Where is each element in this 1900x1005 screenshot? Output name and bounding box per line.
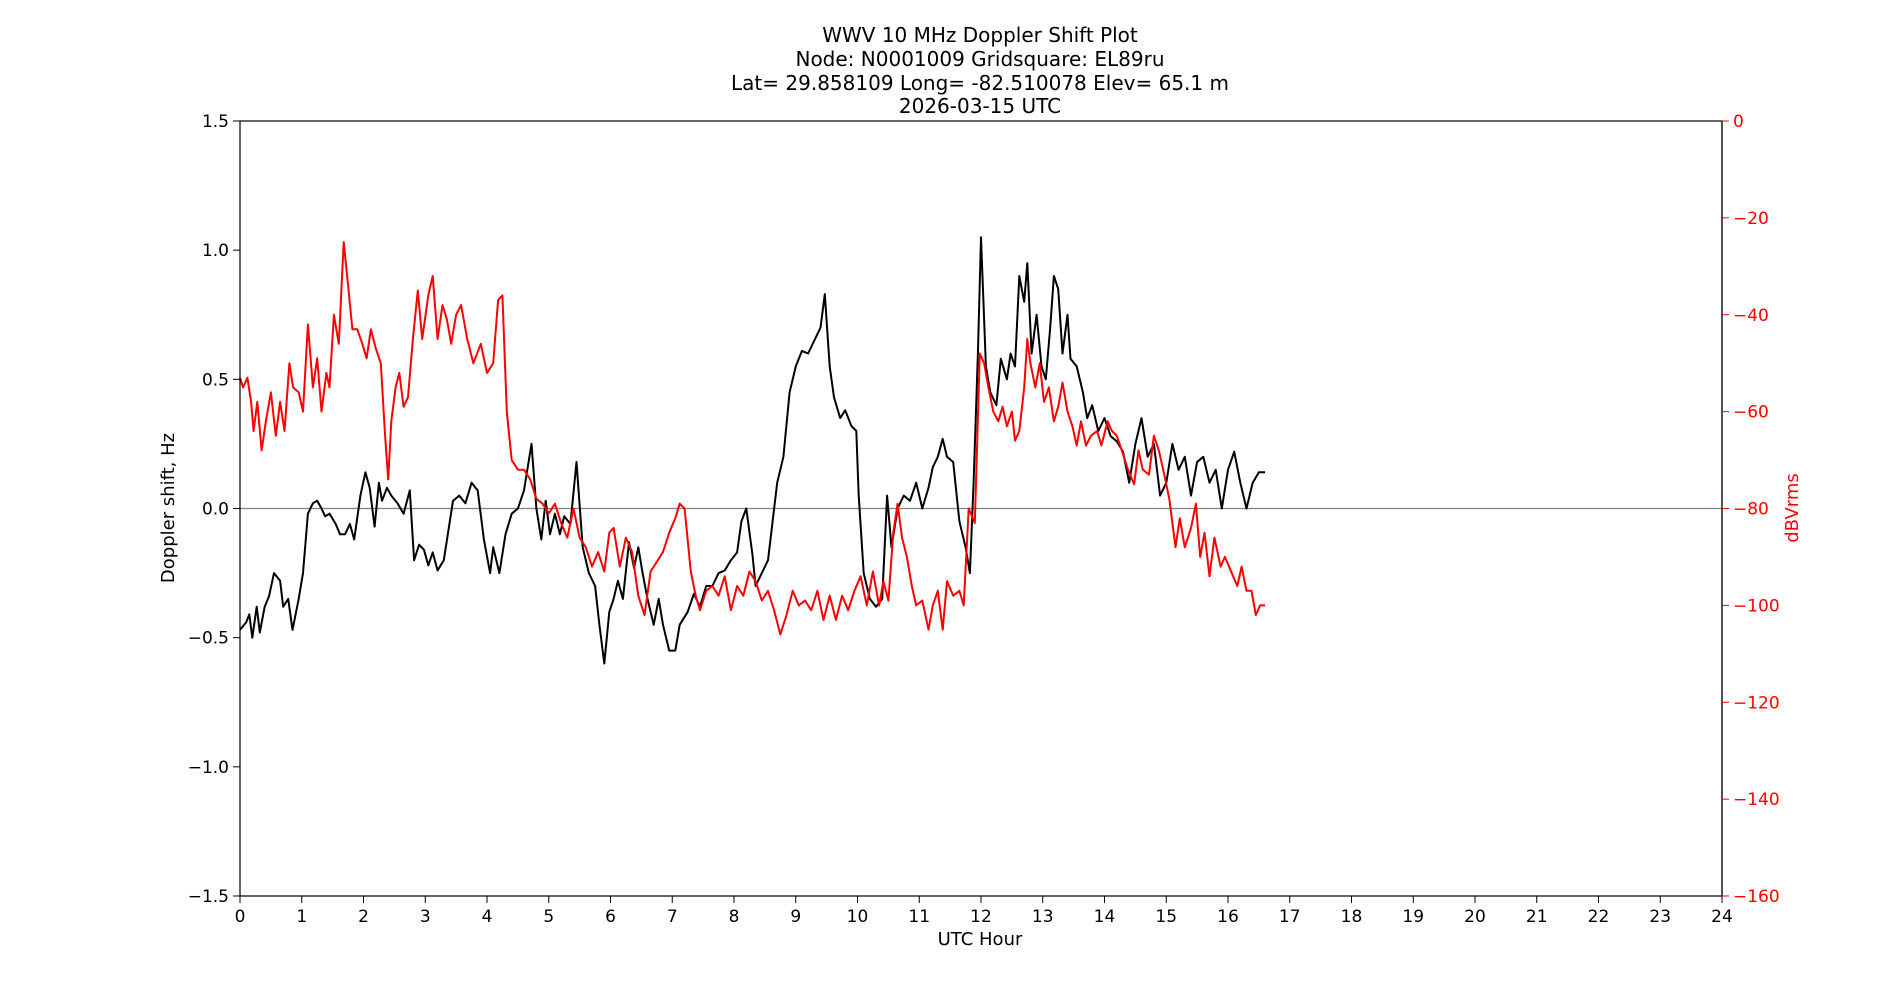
y-right-tick-label: −140 — [1733, 790, 1780, 810]
chart-title-line-3: Lat= 29.858109 Long= -82.510078 Elev= 65… — [731, 71, 1229, 95]
y-left-tick-label: 1.0 — [202, 241, 229, 261]
y-right-tick-label: −80 — [1733, 500, 1769, 520]
x-tick-label: 19 — [1402, 907, 1424, 927]
y-right-tick-label: −100 — [1733, 596, 1780, 616]
y-left-tick-label: −0.5 — [188, 629, 229, 649]
x-tick-label: 12 — [970, 907, 992, 927]
y-left-tick-label: 0.5 — [202, 370, 229, 390]
y-left-tick-label: −1.0 — [188, 758, 229, 778]
x-tick-label: 3 — [420, 907, 431, 927]
x-tick-label: 21 — [1526, 907, 1548, 927]
chart-title-line-1: WWV 10 MHz Doppler Shift Plot — [822, 23, 1138, 47]
y-axis-left-label: Doppler shift, Hz — [158, 433, 179, 583]
y-axis-right-label: dBVrms — [1782, 473, 1803, 543]
chart-title-line-2: Node: N0001009 Gridsquare: EL89ru — [795, 47, 1164, 71]
x-tick-label: 22 — [1588, 907, 1610, 927]
y-left-tick-label: 0.0 — [202, 500, 229, 520]
series-line-power — [239, 241, 1266, 636]
y-right-tick-label: 0 — [1733, 112, 1744, 132]
x-tick-label: 4 — [482, 907, 493, 927]
x-tick-label: 15 — [1155, 907, 1177, 927]
plot-area: 0 1 2 3 4 5 6 7 8 9 10 11 12 13 14 15 16 17 18 19 20 21 22 23 24… — [188, 112, 1780, 927]
y-right-tick-label: −60 — [1733, 403, 1769, 423]
y-right-tick-label: −20 — [1733, 209, 1769, 229]
y-left-tick-label: −1.5 — [188, 887, 229, 907]
x-tick-label: 10 — [847, 907, 869, 927]
x-tick-label: 2 — [358, 907, 369, 927]
x-tick-label: 13 — [1032, 907, 1054, 927]
chart-title-group: WWV 10 MHz Doppler Shift Plot Node: N000… — [731, 23, 1229, 118]
y-right-tick-label: −40 — [1733, 306, 1769, 326]
x-tick-label: 0 — [235, 907, 246, 927]
x-tick-label: 23 — [1649, 907, 1671, 927]
x-tick-label: 24 — [1711, 907, 1733, 927]
x-tick-label: 7 — [667, 907, 678, 927]
x-tick-label: 11 — [908, 907, 930, 927]
y-left-tick-label: 1.5 — [202, 112, 229, 132]
x-tick-label: 17 — [1279, 907, 1301, 927]
x-tick-label: 5 — [543, 907, 554, 927]
y-right-tick-label: −160 — [1733, 887, 1780, 907]
y-right-tick-label: −120 — [1733, 693, 1780, 713]
x-tick-label: 14 — [1094, 907, 1116, 927]
x-tick-label: 1 — [296, 907, 307, 927]
series-line-doppler — [239, 236, 1266, 665]
x-tick-label: 8 — [729, 907, 740, 927]
x-tick-label: 18 — [1341, 907, 1363, 927]
x-tick-label: 6 — [605, 907, 616, 927]
chart-title-line-4: 2026-03-15 UTC — [899, 94, 1061, 118]
x-tick-label: 20 — [1464, 907, 1486, 927]
x-axis-label: UTC Hour — [938, 929, 1023, 950]
x-tick-label: 16 — [1217, 907, 1239, 927]
x-tick-label: 9 — [790, 907, 801, 927]
